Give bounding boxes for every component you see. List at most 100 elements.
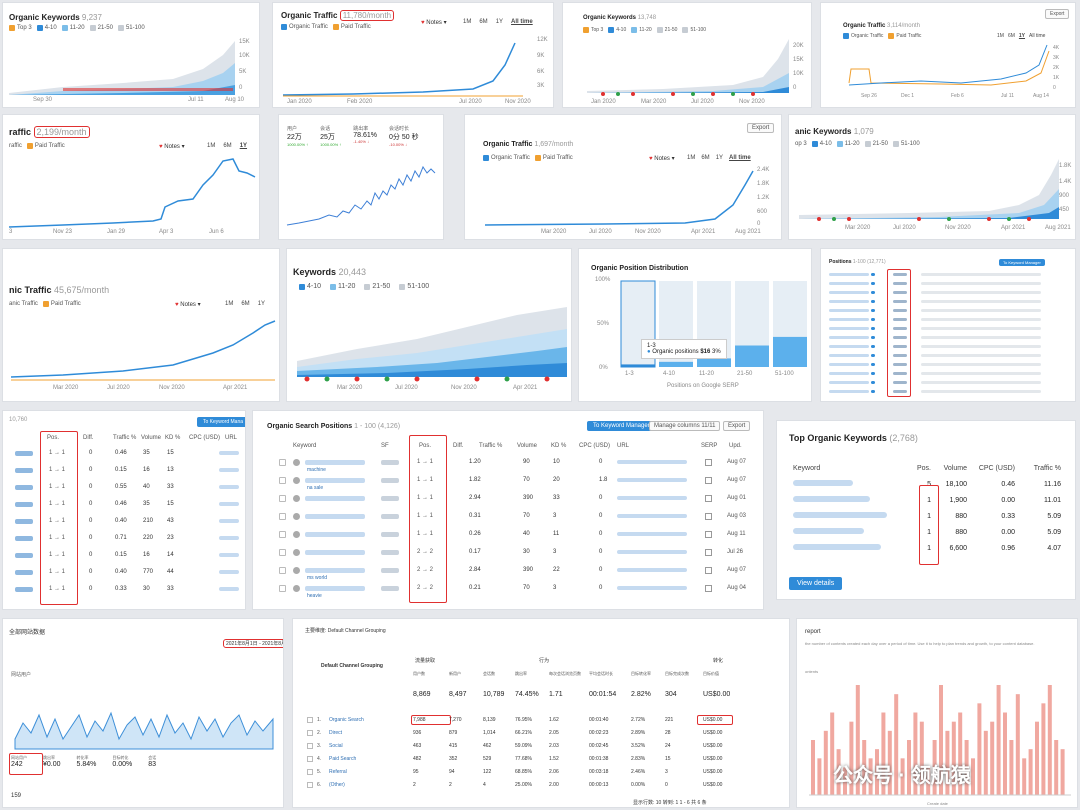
- range-selector[interactable]: 1M 6M 1Y All time: [463, 19, 533, 25]
- bar[interactable]: [964, 740, 969, 795]
- legend-item[interactable]: 4-10: [299, 283, 321, 290]
- column-header[interactable]: 会话数: [483, 671, 495, 676]
- column-header[interactable]: 每次会话浏览页数: [549, 671, 581, 676]
- row-checkbox[interactable]: [307, 782, 313, 788]
- legend-item[interactable]: op 3: [795, 141, 807, 147]
- bar[interactable]: [811, 740, 815, 795]
- bar[interactable]: [836, 749, 841, 795]
- legend-item[interactable]: 4-10: [811, 141, 832, 147]
- row-icons[interactable]: [15, 468, 33, 473]
- row-checkbox[interactable]: [279, 567, 286, 574]
- legend-item[interactable]: Organic Traffic: [483, 155, 530, 161]
- legend-item[interactable]: Paid Traffic: [534, 155, 573, 161]
- bar[interactable]: [817, 758, 822, 795]
- url-link[interactable]: [219, 502, 239, 506]
- bar[interactable]: [1028, 749, 1033, 795]
- list-item[interactable]: [829, 318, 869, 321]
- add-icon[interactable]: [293, 459, 300, 466]
- keyword-text[interactable]: na sale: [307, 485, 324, 491]
- row-icons[interactable]: [15, 570, 33, 575]
- legend-item[interactable]: 21-50: [364, 283, 390, 290]
- serp-icon[interactable]: [705, 513, 712, 520]
- keyword-link[interactable]: [305, 460, 365, 465]
- bar[interactable]: [697, 358, 731, 367]
- add-icon[interactable]: [293, 585, 300, 592]
- legend-item[interactable]: 21-50: [89, 25, 113, 31]
- keyword-cell[interactable]: [789, 508, 909, 524]
- row-icons[interactable]: [15, 587, 33, 592]
- keyword-link[interactable]: [305, 478, 365, 483]
- export-button[interactable]: Export: [747, 123, 775, 133]
- url-link[interactable]: [617, 460, 687, 464]
- bar[interactable]: [907, 740, 911, 795]
- legend-item[interactable]: 4-10: [36, 25, 57, 31]
- channel-link[interactable]: Organic Search: [329, 717, 364, 723]
- legend-item[interactable]: 21-50: [656, 27, 677, 33]
- url-link[interactable]: [617, 550, 687, 554]
- column-header[interactable]: 平均会话时长: [589, 671, 613, 676]
- keyword-link[interactable]: [305, 568, 365, 573]
- notes-dropdown[interactable]: ♥ Notes ▾: [421, 20, 447, 26]
- table-row[interactable]: 1 880 0.33 5.09: [789, 508, 1065, 524]
- legend-item[interactable]: Organic Traffic: [281, 24, 328, 30]
- url-link[interactable]: [219, 485, 239, 489]
- bar[interactable]: [735, 345, 769, 368]
- bar[interactable]: [900, 758, 905, 795]
- export-button[interactable]: Export: [723, 421, 751, 431]
- add-icon[interactable]: [293, 549, 300, 556]
- bar[interactable]: [659, 361, 693, 367]
- bar[interactable]: [843, 767, 847, 796]
- bar[interactable]: [1009, 740, 1014, 795]
- legend-item[interactable]: Organic Traffic: [843, 33, 883, 39]
- bar[interactable]: [887, 730, 892, 795]
- legend-item[interactable]: 51-100: [399, 283, 429, 290]
- add-icon[interactable]: [293, 495, 300, 502]
- keyword-text[interactable]: machine: [307, 467, 326, 473]
- keyword-text[interactable]: heavie: [307, 593, 322, 599]
- serp-icon[interactable]: [705, 495, 712, 502]
- list-item[interactable]: [829, 354, 869, 357]
- url-link[interactable]: [219, 553, 239, 557]
- bar[interactable]: [621, 364, 655, 367]
- row-checkbox[interactable]: [279, 459, 286, 466]
- url-link[interactable]: [219, 451, 239, 455]
- legend-item[interactable]: Top 3: [583, 27, 603, 33]
- row-icons[interactable]: [15, 485, 33, 490]
- date-range-picker[interactable]: 2021年8月1日 - 2021年8月17日: [223, 639, 283, 648]
- bar[interactable]: [1041, 703, 1046, 795]
- serp-icon[interactable]: [705, 459, 712, 466]
- to-keyword-manager-button[interactable]: To Keyword Mana: [197, 417, 245, 427]
- table-row[interactable]: 5 18,100 0.46 11.16: [789, 476, 1065, 492]
- table-row[interactable]: 1 880 0.00 5.09: [789, 524, 1065, 540]
- bar[interactable]: [875, 749, 879, 795]
- bar[interactable]: [926, 767, 931, 796]
- column-header[interactable]: 目标价值: [703, 671, 719, 676]
- list-item[interactable]: [829, 372, 869, 375]
- legend-item[interactable]: 51-100: [682, 27, 706, 33]
- legend-item[interactable]: raffic: [9, 143, 22, 149]
- bar[interactable]: [868, 758, 873, 795]
- row-checkbox[interactable]: [279, 549, 286, 556]
- channel-link[interactable]: Paid Search: [329, 756, 357, 762]
- legend-item[interactable]: 11-20: [330, 283, 355, 290]
- bar[interactable]: [939, 685, 943, 795]
- bar[interactable]: [1015, 694, 1020, 795]
- url-link[interactable]: [219, 570, 239, 574]
- range-selector[interactable]: 1M 6M 1Y: [225, 301, 266, 307]
- bar[interactable]: [932, 740, 937, 795]
- list-item[interactable]: [829, 390, 869, 393]
- legend-item[interactable]: 11-20: [836, 141, 860, 147]
- url-link[interactable]: [219, 468, 239, 472]
- keyword-cell[interactable]: [789, 492, 909, 508]
- channel-link[interactable]: (Other): [329, 782, 345, 788]
- bar[interactable]: [830, 712, 835, 796]
- bar[interactable]: [951, 721, 956, 795]
- bar[interactable]: [990, 721, 995, 795]
- keyword-cell[interactable]: [789, 540, 909, 556]
- row-checkbox[interactable]: [279, 531, 286, 538]
- row-checkbox[interactable]: [279, 477, 286, 484]
- url-link[interactable]: [617, 478, 687, 482]
- notes-dropdown[interactable]: ♥ Notes ▾: [159, 144, 185, 150]
- channel-link[interactable]: Direct: [329, 730, 343, 736]
- keyword-cell[interactable]: [789, 524, 909, 540]
